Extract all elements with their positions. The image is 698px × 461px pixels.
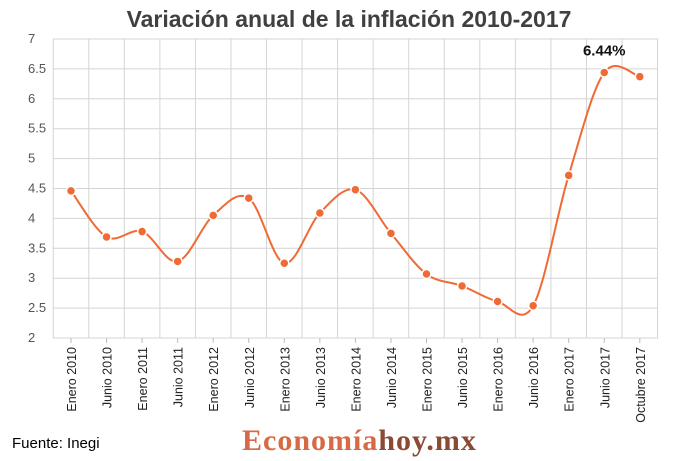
data-point (563, 170, 574, 181)
x-tick-label: Enero 2016 (492, 347, 506, 412)
y-tick-label: 5 (28, 151, 35, 166)
x-tick-label: Junio 2017 (598, 347, 612, 408)
data-point (101, 231, 112, 243)
data-point (207, 210, 219, 221)
x-tick-label: Junio 2015 (456, 347, 470, 408)
x-tick-label: Enero 2012 (207, 347, 221, 412)
x-tick-label: Junio 2012 (243, 347, 257, 408)
data-point (492, 296, 503, 307)
data-point (314, 207, 326, 219)
data-point (350, 184, 361, 195)
x-tick-label: Junio 2013 (314, 347, 328, 408)
y-tick-label: 2 (28, 330, 35, 345)
y-tick-label: 3.5 (28, 240, 46, 255)
data-point (527, 300, 539, 311)
brand-logo-part-1: Economía (242, 424, 379, 457)
data-point (421, 268, 432, 280)
x-tick-label: Enero 2013 (278, 347, 292, 412)
source-note: Fuente: Inegi (12, 435, 100, 452)
y-tick-label: 4 (28, 210, 35, 225)
data-point (385, 228, 397, 239)
data-point (136, 226, 148, 237)
data-point (243, 192, 254, 204)
x-tick-label: Junio 2014 (385, 347, 399, 408)
x-tick-label: Enero 2010 (65, 347, 79, 412)
y-tick-label: 4.5 (28, 181, 46, 196)
y-tick-label: 5.5 (28, 121, 46, 136)
x-tick-label: Junio 2016 (527, 347, 541, 408)
data-point (599, 67, 610, 78)
x-tick-label: Enero 2015 (421, 347, 435, 412)
data-point (634, 71, 646, 82)
x-tick-label: Enero 2017 (563, 347, 577, 412)
x-tick-label: Enero 2014 (349, 347, 363, 412)
data-point (456, 280, 468, 292)
x-tick-label: Enero 2011 (136, 347, 150, 411)
data-label: 6.44% (583, 42, 626, 59)
chart-title: Variación anual de la inflación 2010-201… (126, 6, 572, 32)
brand-logo-part-2: hoy.mx (378, 424, 477, 457)
data-point (172, 256, 183, 267)
x-tick-label: Junio 2010 (101, 347, 115, 408)
data-point (279, 258, 290, 269)
y-tick-label: 6.5 (28, 61, 46, 76)
y-tick-label: 7 (28, 31, 35, 46)
y-tick-label: 3 (28, 270, 35, 285)
brand-logo: Economíahoy.mx (242, 424, 477, 458)
x-tick-label: Octubre 2017 (634, 347, 648, 423)
y-tick-label: 6 (28, 91, 35, 106)
data-point (65, 185, 77, 197)
x-tick-label: Junio 2011 (172, 347, 186, 407)
y-tick-label: 2.5 (28, 300, 46, 315)
